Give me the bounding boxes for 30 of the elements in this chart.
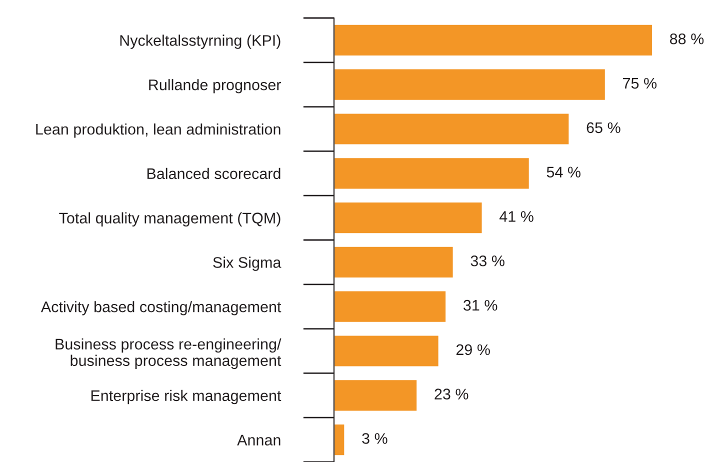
y-tick-label: Activity based costing/management xyxy=(40,301,282,316)
bar xyxy=(334,112,570,146)
bar xyxy=(334,156,530,190)
y-tick-label: Business process re-engineering/ business process management xyxy=(56,338,282,370)
y-tick-label: Rullande prognoser xyxy=(149,79,281,94)
data-label: 88 % xyxy=(670,33,704,44)
y-tick-label: Total quality management (TQM) xyxy=(59,212,280,227)
data-label: 3 % xyxy=(362,433,388,444)
bar xyxy=(334,290,447,324)
y-tick-label: Lean produktion, lean administration xyxy=(36,123,280,138)
bar xyxy=(334,201,484,234)
data-label: 65 % xyxy=(586,122,620,134)
y-tick-label: Six Sigma xyxy=(213,256,282,271)
y-tick-label: Nyckeltalsstyrning (KPI) xyxy=(120,34,280,49)
bar xyxy=(334,378,418,412)
bar xyxy=(334,246,454,279)
y-tick-label: Balanced scorecard xyxy=(147,168,280,180)
data-label: 23 % xyxy=(434,388,468,400)
y-tick-label: Enterprise risk management xyxy=(91,390,282,404)
bar xyxy=(334,24,654,57)
data-label: 31 % xyxy=(464,300,498,311)
data-label: 75 % xyxy=(623,78,657,89)
data-label: 54 % xyxy=(546,166,580,178)
data-label: 29 % xyxy=(456,344,490,356)
data-label: 33 % xyxy=(470,255,504,266)
bar xyxy=(334,423,346,456)
bar xyxy=(334,334,440,368)
y-tick-label: Annan xyxy=(237,434,280,446)
bar xyxy=(334,68,606,102)
data-label: 41 % xyxy=(499,211,534,222)
